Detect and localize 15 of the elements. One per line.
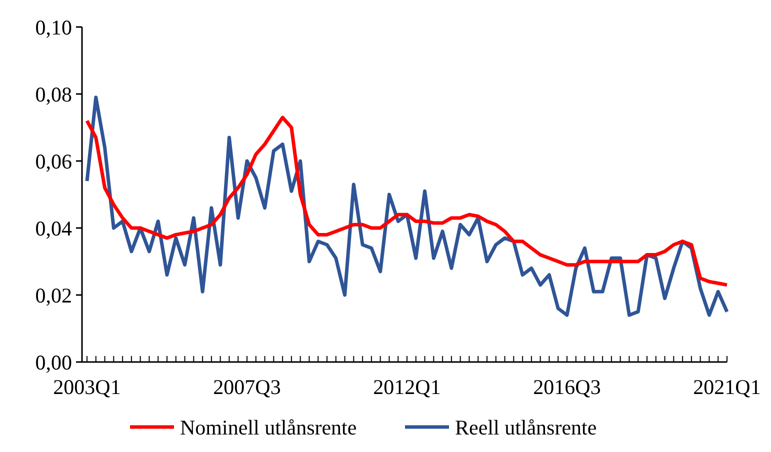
legend-label: Reell utlånsrente bbox=[455, 415, 597, 440]
x-tick-label: 2021Q1 bbox=[693, 375, 761, 399]
y-tick-label: 0,08 bbox=[35, 82, 72, 106]
x-tick-label: 2003Q1 bbox=[53, 375, 121, 399]
line-series bbox=[85, 116, 729, 287]
y-tick-label: 0,10 bbox=[35, 15, 72, 40]
y-tick-label: 0,04 bbox=[35, 216, 72, 240]
y-tick-label: 0,00 bbox=[35, 350, 72, 374]
x-tick-label: 2007Q3 bbox=[213, 375, 281, 399]
x-tick-label: 2016Q3 bbox=[533, 375, 601, 399]
y-tick-label: 0,06 bbox=[35, 149, 72, 174]
x-tick-label: 2012Q1 bbox=[373, 375, 441, 399]
line-series bbox=[85, 96, 729, 317]
y-tick-label: 0,02 bbox=[35, 283, 72, 308]
legend-label: Nominell utlånsrente bbox=[180, 415, 357, 440]
